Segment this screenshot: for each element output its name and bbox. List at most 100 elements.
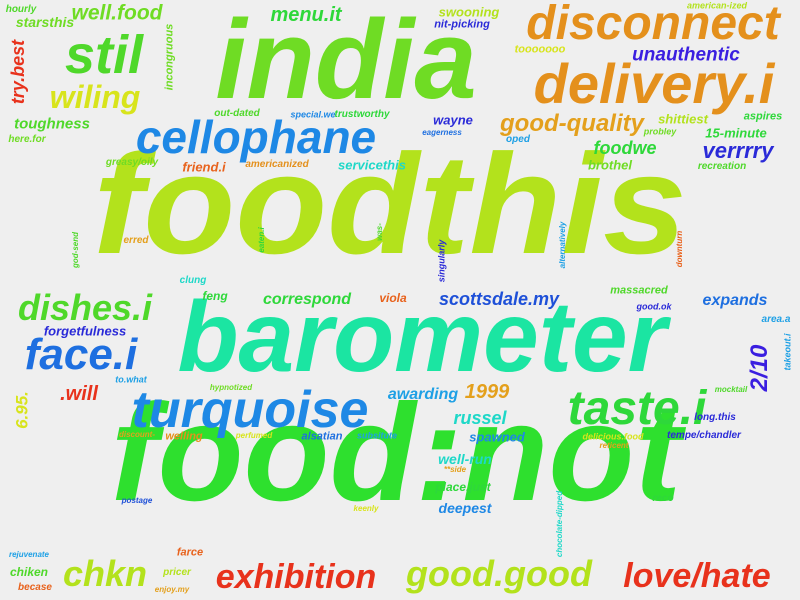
word-cloud-word: wayne <box>433 112 473 128</box>
word-cloud-word: takeout.i <box>782 333 793 371</box>
word-cloud-word: place.just <box>435 480 491 494</box>
word-cloud-word: enjoy.my <box>154 585 190 594</box>
word-cloud-word: good.good <box>406 553 592 594</box>
word-cloud-word: rejuvenate <box>8 550 50 559</box>
word-cloud-word: hourly <box>5 4 37 15</box>
word-cloud-word: barometer <box>177 281 667 393</box>
word-cloud-word: singularly <box>436 239 447 283</box>
word-cloud-word: discount- <box>119 430 155 439</box>
word-cloud-word: forgetfulness <box>43 323 127 339</box>
word-cloud-word: menu.it <box>270 4 342 26</box>
word-cloud-word: erred <box>123 235 149 246</box>
word-cloud-word: 2/10 <box>746 344 773 392</box>
word-cloud-word: pricer <box>163 567 191 578</box>
word-cloud-word: feng <box>202 289 228 303</box>
word-cloud-word: starsthis <box>15 14 75 30</box>
word-cloud-word: dishes.i <box>17 287 153 328</box>
word-cloud-word: greasy/oily <box>105 157 159 168</box>
word-cloud-word: servicethis <box>338 157 406 173</box>
word-cloud-word: out-dated <box>214 108 260 119</box>
word-cloud-word: well.food <box>71 1 163 25</box>
word-cloud-word: shittiest <box>658 111 708 127</box>
word-cloud-word: was- <box>375 223 384 241</box>
word-cloud-word: 1999 <box>464 381 510 403</box>
word-cloud-word: taste.i <box>567 382 707 435</box>
word-cloud-word: exhibition <box>215 558 377 596</box>
word-cloud-word: postage <box>121 496 153 505</box>
word-cloud-word: love/hate <box>623 557 771 595</box>
word-cloud-word: downturn <box>675 230 684 268</box>
word-cloud-word: wiling <box>49 79 141 115</box>
word-cloud-word: deepest <box>438 500 492 516</box>
word-cloud-word: hypnotized <box>209 383 253 392</box>
word-cloud-word: tooooooo <box>514 43 566 56</box>
word-cloud-word: american-ized <box>686 0 748 11</box>
word-cloud-word: massacred <box>610 284 668 297</box>
word-cloud-word: face.i <box>24 330 138 379</box>
word-cloud-word: probley <box>643 126 677 137</box>
word-cloud-word: chocolate-dipped <box>555 490 564 558</box>
word-cloud-word: spawned <box>469 429 525 445</box>
word-cloud-word: brothel <box>587 157 633 173</box>
word-cloud-word: delivery.i <box>533 52 775 115</box>
word-cloud-word: long.this <box>694 412 736 423</box>
word-cloud-word: perfumed <box>235 431 273 440</box>
word-cloud-word: special.we <box>290 109 336 120</box>
word-cloud-word: try.best <box>8 39 28 105</box>
word-cloud-word: farce <box>176 546 204 559</box>
word-cloud-word: turquoise <box>131 381 369 439</box>
word-cloud-word: foodwe <box>593 138 657 158</box>
word-cloud-word: eaten.i <box>257 227 266 253</box>
word-cloud-word: 6.95. <box>12 391 32 429</box>
word-cloud-word: 15-minute <box>705 125 767 141</box>
word-cloud-word: awarding <box>387 386 459 403</box>
word-cloud-word: good.ok <box>636 301 672 312</box>
word-cloud-word: delicious.food <box>582 431 644 442</box>
word-cloud-word: eagerness <box>422 128 462 137</box>
word-cloud-word: viola <box>379 291 407 305</box>
word-cloud-word: .will <box>60 383 98 405</box>
word-cloud-word: toughness <box>14 115 90 133</box>
word-cloud-word: chkn <box>62 553 148 594</box>
word-cloud-word: india <box>215 0 477 122</box>
word-cloud-word: well-run <box>438 451 492 467</box>
word-cloud-word: verrrry <box>702 138 774 163</box>
word-cloud-word: area.a <box>761 314 791 325</box>
word-cloud-word: alternatively <box>558 221 567 269</box>
word-cloud-word: here.for <box>8 134 46 145</box>
word-cloud-word: disconnect <box>526 0 780 50</box>
word-cloud-word: recreation <box>697 161 747 172</box>
word-cloud-word: aspires <box>743 110 783 123</box>
word-cloud-word: reticent <box>599 441 629 450</box>
word-cloud-word: foodthis <box>93 125 687 284</box>
word-cloud-word: welling <box>165 430 203 443</box>
word-cloud-word: **side <box>443 465 467 474</box>
word-cloud-word: swooning <box>438 4 500 20</box>
word-cloud-word: americanized <box>245 159 309 170</box>
word-cloud-word: incongruous <box>163 23 176 91</box>
word-cloud-word: food:not <box>110 376 682 530</box>
word-cloud-word: friend.i <box>182 159 226 175</box>
word-cloud-word: keenly <box>353 504 379 513</box>
word-cloud-word: correspond <box>262 291 352 308</box>
word-cloud-word: becase <box>18 582 52 593</box>
word-cloud-word: alsatian <box>301 430 343 443</box>
word-cloud-word: oped <box>506 134 530 145</box>
word-cloud-word: cellophane <box>135 111 377 163</box>
word-cloud-word: god-send <box>71 232 80 268</box>
word-cloud-word: tempe/chandler <box>667 430 741 441</box>
word-cloud-word: nit-picking <box>434 18 490 31</box>
word-cloud-word: mocktail <box>714 385 748 394</box>
word-cloud-word: unauthentic <box>632 44 740 66</box>
word-cloud-word: trustworthy <box>334 109 390 120</box>
word-cloud-word: to.what <box>115 374 147 385</box>
word-cloud-word: expands <box>702 292 768 309</box>
word-cloud-word: russel <box>453 408 507 428</box>
word-cloud-word: stil <box>64 25 144 85</box>
word-cloud-word: subsitute <box>356 430 398 441</box>
word-cloud-word: good-quality <box>500 110 644 137</box>
word-cloud-word: clung <box>179 275 207 286</box>
word-cloud-word: scottsdale.my <box>438 289 560 309</box>
word-cloud-word: reco <box>652 493 674 504</box>
